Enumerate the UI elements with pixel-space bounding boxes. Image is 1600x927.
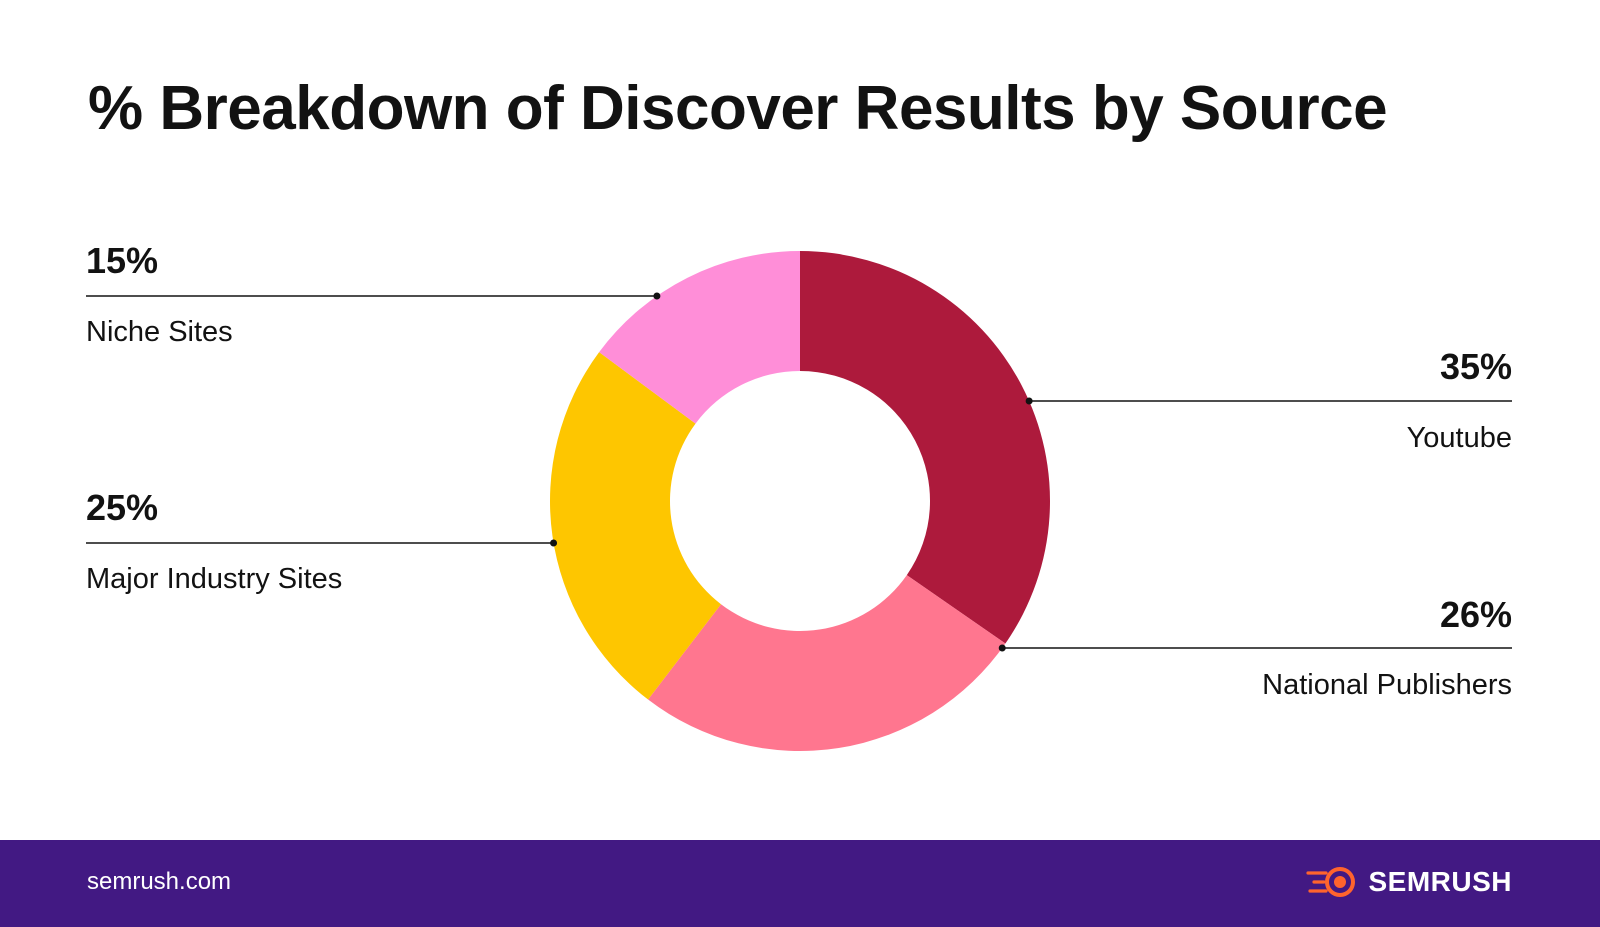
slice-name-label-youtube: Youtube bbox=[1406, 422, 1512, 454]
slice-value-label-niche-sites: 15% bbox=[86, 240, 159, 281]
leader-dot-youtube bbox=[1025, 397, 1033, 405]
slice-value-label-national-publishers: 26% bbox=[1439, 594, 1512, 635]
leader-dot-major-industry-sites bbox=[550, 539, 558, 547]
slice-name-label-major-industry-sites: Major Industry Sites bbox=[86, 563, 343, 595]
donut-slice-national-publishers bbox=[648, 575, 1006, 751]
brand-logo[interactable]: SEMRUSH bbox=[1306, 864, 1512, 900]
brand-name: SEMRUSH bbox=[1368, 866, 1512, 897]
leader-dot-niche-sites bbox=[653, 292, 661, 300]
donut-slice-youtube bbox=[800, 251, 1050, 644]
slice-value-label-major-industry-sites: 25% bbox=[86, 487, 159, 528]
slice-name-label-national-publishers: National Publishers bbox=[1262, 669, 1512, 701]
slice-value-label-youtube: 35% bbox=[1439, 346, 1512, 387]
donut-slice-major-industry-sites bbox=[550, 352, 721, 700]
chart-title: % Breakdown of Discover Results by Sourc… bbox=[88, 74, 1388, 143]
slice-name-label-niche-sites: Niche Sites bbox=[86, 316, 233, 348]
donut-slice-niche-sites bbox=[599, 251, 800, 424]
footer-domain-link[interactable]: semrush.com bbox=[87, 868, 232, 895]
footer-bar: semrush.com SEMRUSH bbox=[0, 840, 1600, 927]
donut-chart bbox=[86, 251, 1512, 751]
leader-dot-national-publishers bbox=[998, 644, 1006, 652]
semrush-flame-icon bbox=[1306, 867, 1356, 897]
